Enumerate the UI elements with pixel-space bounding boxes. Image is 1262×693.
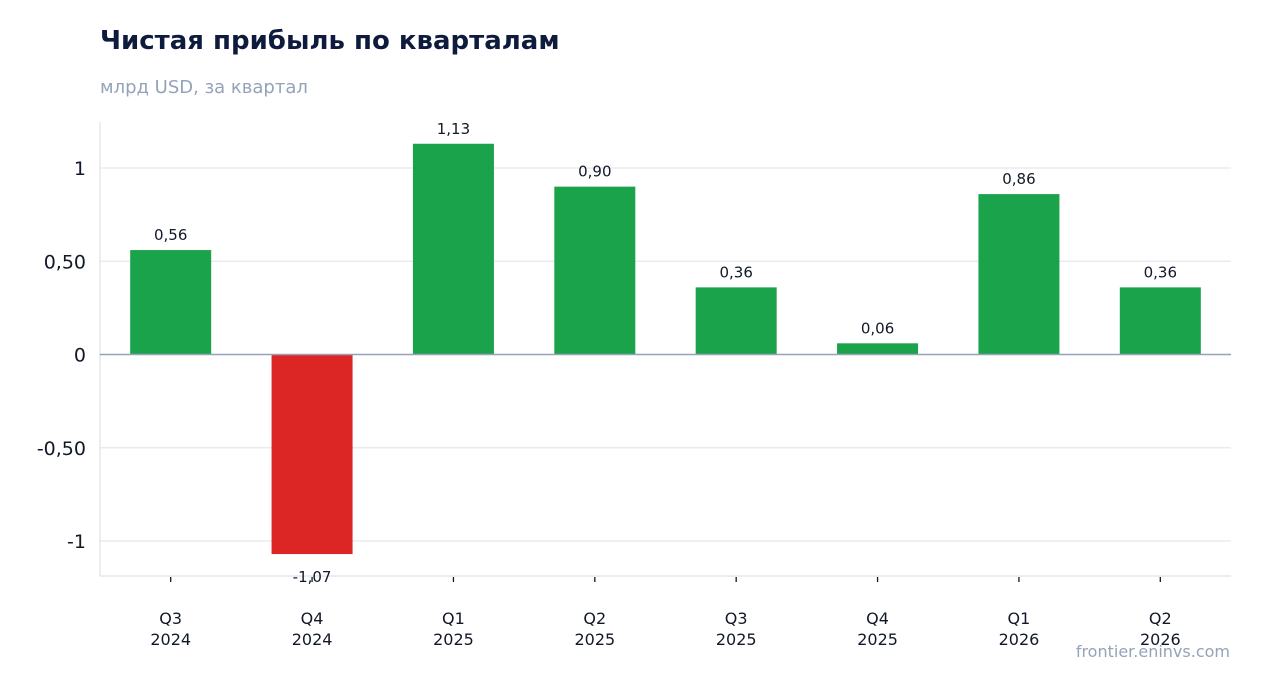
data-label: 0,86 [1002, 170, 1035, 188]
chart-title: Чистая прибыль по кварталам [100, 26, 560, 56]
bars [130, 143, 1201, 555]
bar [1119, 287, 1201, 355]
chart-subtitle: млрд USD, за квартал [100, 77, 308, 98]
x-tick-label-year: 2025 [433, 630, 474, 649]
bar [695, 287, 777, 355]
x-tick-label-year: 2025 [574, 630, 615, 649]
y-tick-label: -0,50 [37, 438, 86, 460]
bar [837, 343, 919, 355]
axes [99, 122, 1231, 582]
data-label: -1,07 [293, 568, 332, 586]
x-tick-label-year: 2025 [857, 630, 898, 649]
y-tick-label: 1 [74, 158, 86, 180]
labels: 1 0,50 0 -0,50 -1 0,56 Q3 2024 -1,07 Q4 2024 1,13 Q1… [37, 120, 1181, 649]
data-label: 0,90 [578, 163, 611, 181]
x-tick-label-quarter: Q4 [866, 609, 889, 628]
x-tick-label-year: 2024 [292, 630, 333, 649]
y-tick-label: 0 [74, 345, 86, 367]
x-tick-label-year: 2024 [150, 630, 191, 649]
bar [130, 250, 212, 355]
bar [554, 186, 636, 355]
y-tick-label: -1 [67, 531, 86, 553]
x-tick-label-quarter: Q2 [583, 609, 606, 628]
data-label: 1,13 [437, 120, 470, 138]
x-tick-label-year: 2026 [999, 630, 1040, 649]
x-tick-label-year: 2025 [716, 630, 757, 649]
x-tick-label-quarter: Q3 [159, 609, 182, 628]
y-tick-label: 0,50 [44, 251, 86, 273]
x-tick-label-quarter: Q4 [301, 609, 324, 628]
bar [271, 354, 353, 555]
data-label: 0,36 [719, 263, 752, 281]
data-label: 0,56 [154, 226, 187, 244]
x-tick-label-quarter: Q1 [442, 609, 465, 628]
bar [412, 143, 494, 355]
x-tick-label-quarter: Q3 [725, 609, 748, 628]
data-label: 0,36 [1144, 263, 1177, 281]
x-tick-label-quarter: Q1 [1008, 609, 1031, 628]
data-label: 0,06 [861, 319, 894, 337]
x-tick-label-year: 2026 [1140, 630, 1181, 649]
source-watermark: frontier.eninvs.com [1075, 642, 1230, 661]
bar [978, 194, 1060, 355]
x-tick-label-quarter: Q2 [1149, 609, 1172, 628]
